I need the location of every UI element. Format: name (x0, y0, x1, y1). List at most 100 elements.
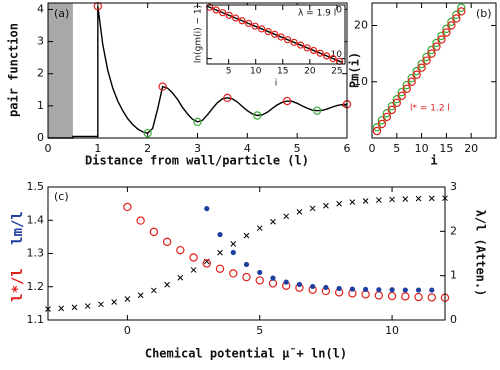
x-tick-label: 5 (294, 142, 301, 155)
marker (402, 84, 411, 93)
marker (229, 269, 238, 278)
marker (414, 292, 423, 302)
plot-area (48, 187, 445, 320)
y-tick-label: 1.2 (27, 280, 45, 293)
marker (389, 287, 395, 293)
marker (389, 196, 395, 203)
marker (432, 42, 441, 51)
plot-frame (47, 2, 348, 139)
y-tick-label: 1 (37, 99, 44, 112)
marker (149, 227, 159, 237)
marker (382, 112, 392, 122)
plot-frame (371, 2, 497, 139)
marker (429, 287, 435, 293)
marker (457, 7, 466, 16)
y-tick-label: 10 (354, 75, 368, 88)
marker (377, 119, 387, 129)
marker (392, 98, 401, 108)
panel-label: (c) (54, 190, 69, 203)
marker (417, 63, 426, 72)
y-tick-label: 1.1 (27, 313, 45, 326)
marker (323, 52, 331, 60)
x-axis-label: i (275, 79, 278, 89)
x-tick-label: 0 (45, 142, 52, 155)
marker (58, 305, 65, 312)
x-tick-label: 0 (369, 142, 376, 155)
marker (349, 199, 356, 206)
marker (162, 237, 172, 247)
y2-tick-label: 2 (450, 224, 457, 237)
marker (336, 285, 342, 292)
y-tick-label: 20 (354, 19, 368, 32)
marker (190, 267, 197, 273)
shaded-region (48, 3, 73, 138)
marker (277, 33, 285, 41)
y2-tick-label: 1 (450, 269, 457, 282)
marker (219, 9, 227, 17)
x-axis-label: i (430, 154, 437, 168)
marker (193, 117, 202, 127)
marker (428, 195, 435, 202)
x-tick-label: 4 (244, 142, 251, 155)
x-tick-label: 10 (250, 67, 262, 77)
panel: 5 10 15 20 25 0 10 i ln(gm(i) − 1) λ = 1.9 l (194, 3, 346, 89)
marker (151, 287, 157, 294)
marker (310, 283, 316, 290)
marker (329, 55, 337, 63)
x-tick-label: 20 (464, 142, 478, 155)
annotation: λ = 1.9 l (298, 9, 336, 19)
marker (242, 272, 251, 282)
x-tick-label: 5 (393, 142, 400, 155)
y-tick-label: 10 (331, 50, 343, 60)
marker (415, 195, 422, 202)
x-axis-label: Chemical potential μ̃ + ln(l) (145, 347, 347, 361)
marker (238, 17, 246, 25)
x-axis-label: Distance from wall/particle (l) (85, 154, 309, 168)
y-axis-label: lm/l (10, 211, 26, 245)
marker (111, 299, 118, 305)
marker (158, 82, 167, 91)
x-tick-label: 1 (94, 142, 101, 155)
x-tick-label: 15 (439, 142, 453, 155)
y-axis-label: pair function (7, 23, 21, 117)
y-tick-label: 4 (37, 2, 44, 15)
marker (402, 196, 409, 202)
marker (284, 36, 292, 44)
marker (243, 232, 250, 239)
marker (223, 93, 232, 103)
marker (363, 286, 369, 293)
y2-tick-label: 3 (450, 180, 457, 193)
plot-area (372, 3, 496, 138)
y-tick-label: 1.5 (27, 180, 45, 193)
marker (372, 126, 382, 136)
y-tick-label: 1.3 (27, 247, 45, 260)
marker (230, 249, 236, 256)
x-tick-label: 10 (415, 142, 429, 155)
x-tick-label: 10 (385, 324, 399, 337)
marker (303, 44, 311, 52)
marker (437, 35, 446, 44)
plot-frame (206, 4, 346, 65)
marker (422, 56, 431, 65)
marker (256, 225, 263, 232)
marker (264, 28, 272, 36)
marker (387, 105, 397, 115)
marker (442, 28, 451, 37)
marker (137, 292, 144, 299)
marker (202, 259, 211, 268)
y-axis-label: Pm(i) (348, 52, 362, 88)
marker (270, 275, 276, 281)
marker (217, 231, 223, 238)
marker (362, 198, 369, 204)
marker (447, 21, 456, 30)
marker (84, 303, 91, 309)
x-tick-label: 0 (124, 324, 131, 337)
y-tick-label: 0 (37, 131, 44, 144)
marker (323, 202, 329, 209)
x-tick-label: 3 (194, 142, 201, 155)
marker (71, 304, 78, 311)
panel: 0 5 10 1.1 1.2 1.3 1.4 1.5 0 1 2 3 Chemical potentia… (10, 180, 488, 361)
marker (270, 218, 276, 225)
marker (251, 22, 259, 30)
marker (415, 287, 422, 293)
